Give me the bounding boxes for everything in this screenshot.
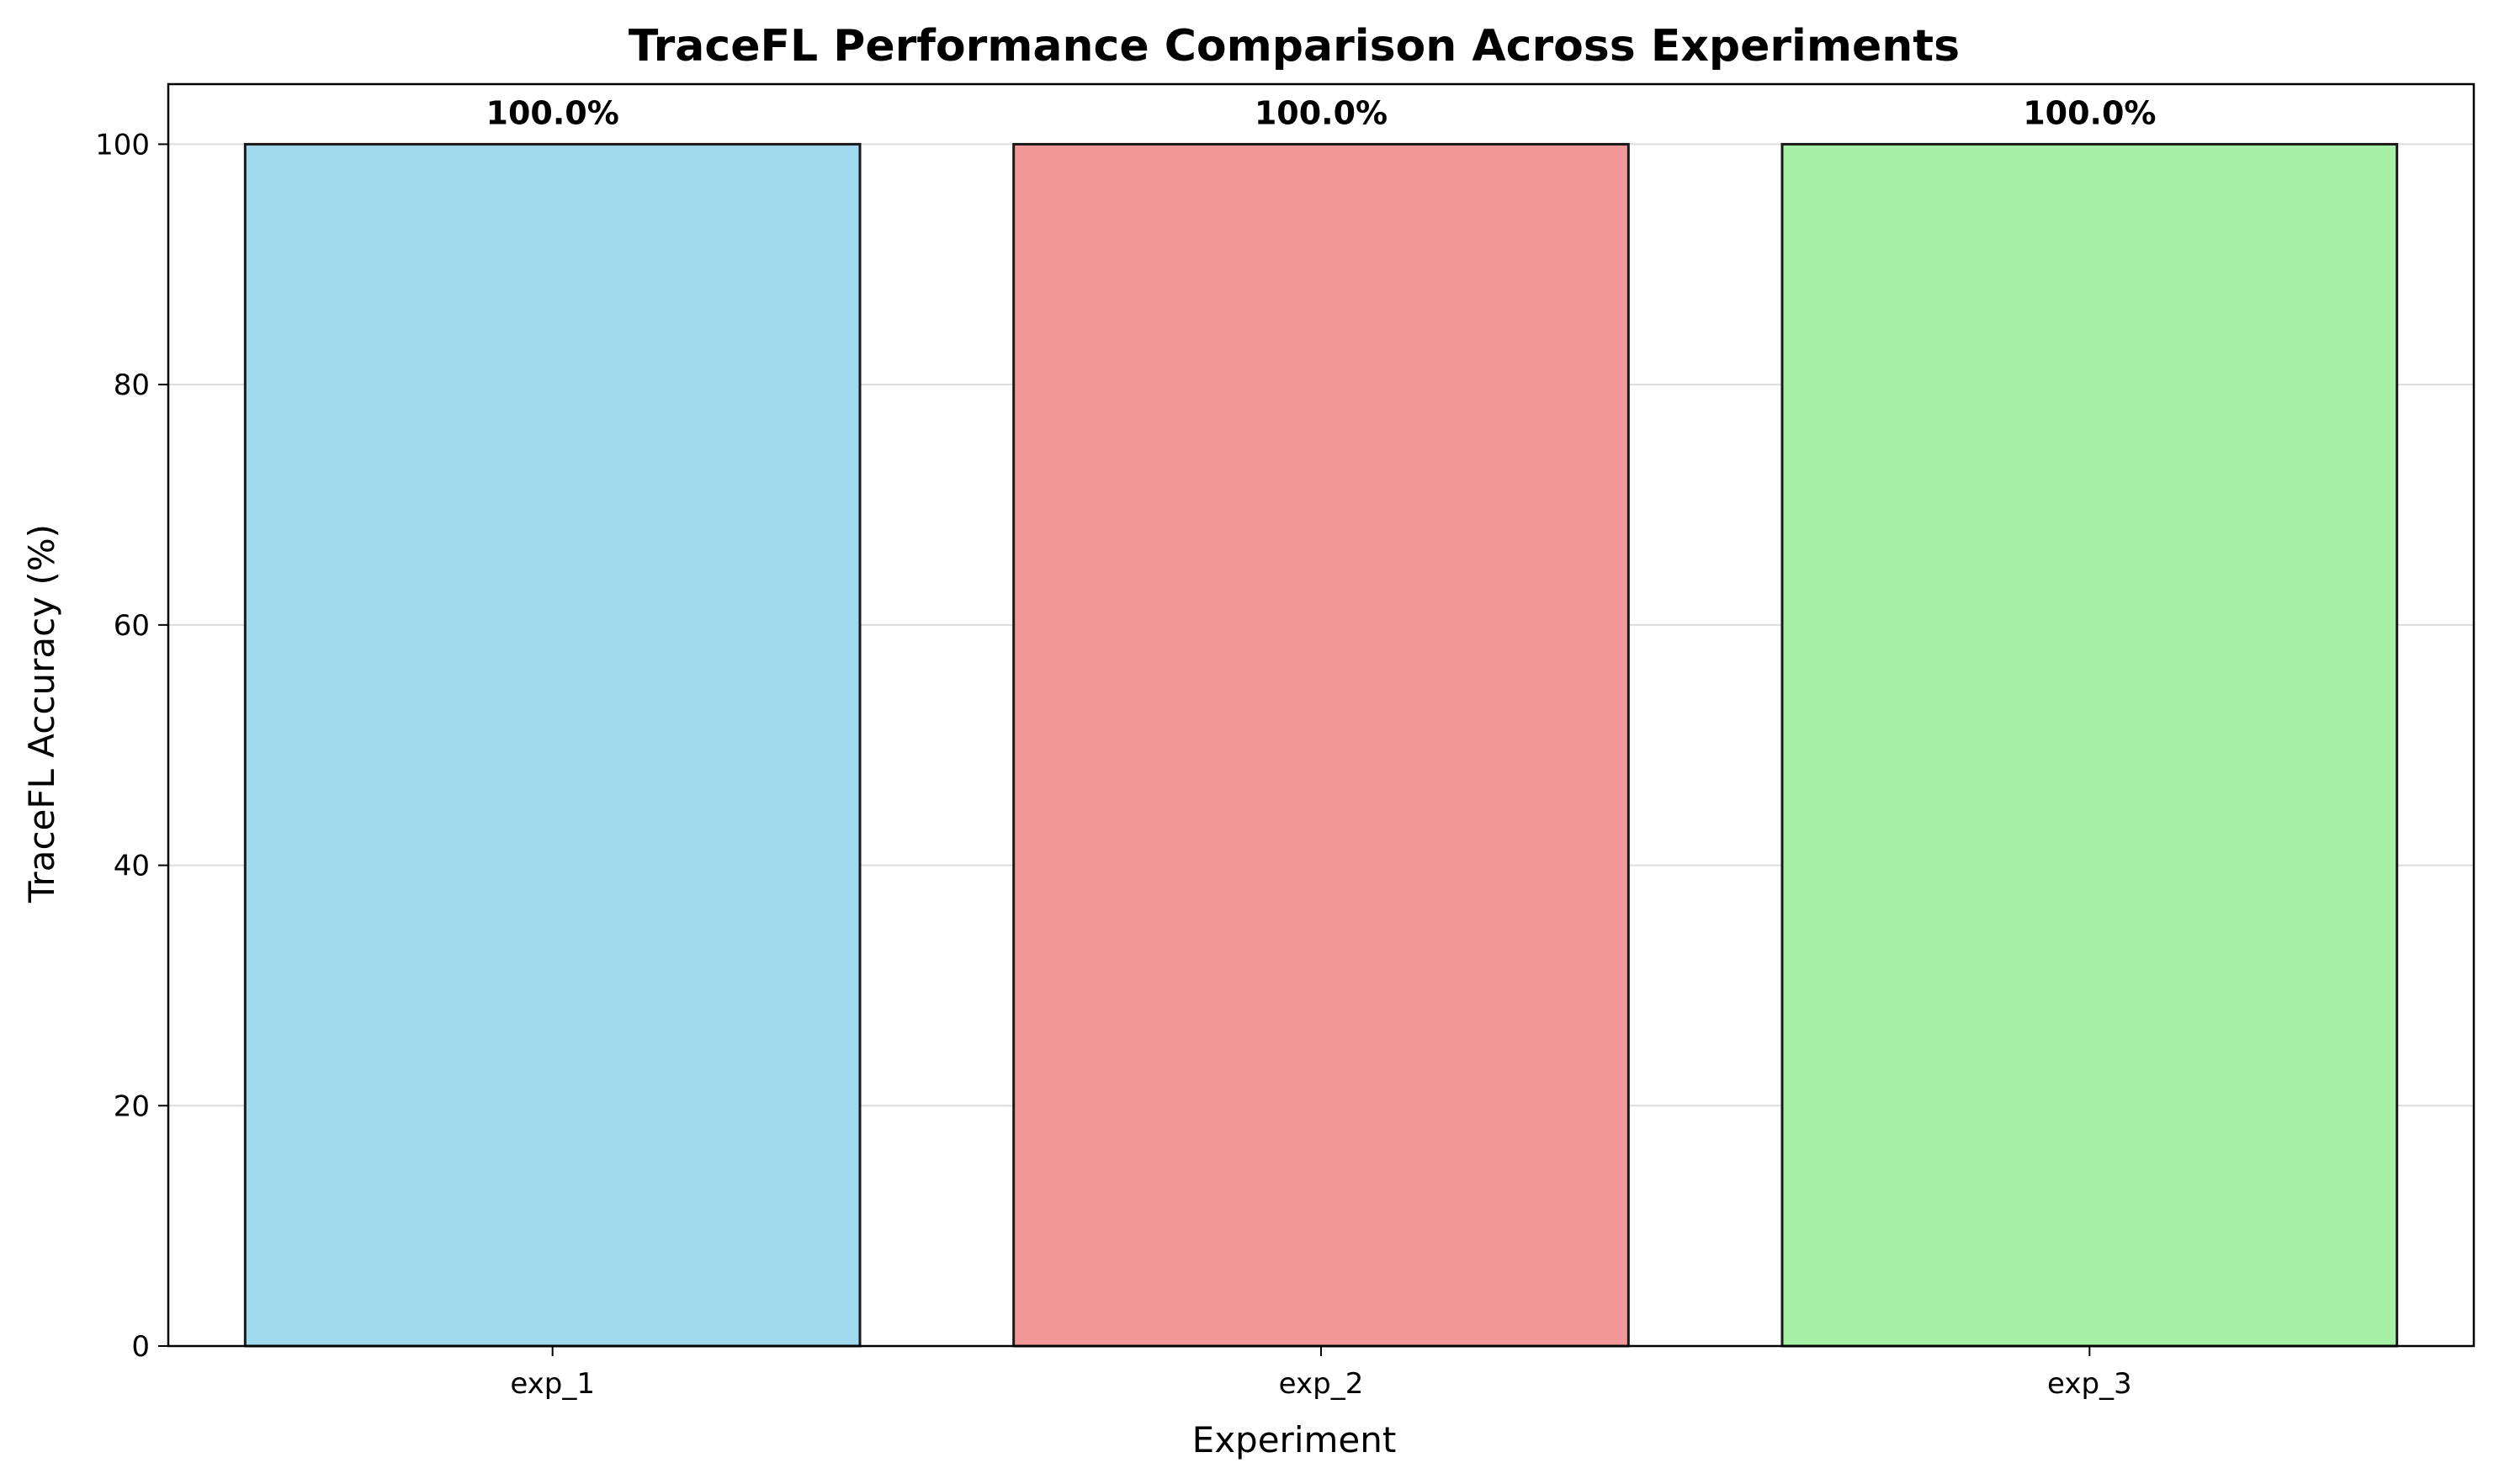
bar-exp_3 [1780, 142, 2399, 1348]
y-tick-label: 20 [114, 1089, 150, 1123]
x-axis-label: Experiment [1192, 1419, 1397, 1460]
y-tick-label: 100 [95, 128, 150, 162]
data-labels: 100.0% 100.0% 100.0% [486, 94, 2157, 131]
bars [243, 142, 2399, 1348]
bar-exp_2 [1012, 142, 1630, 1348]
y-tick-label: 40 [114, 850, 150, 883]
x-tick-label: exp_1 [510, 1367, 595, 1401]
x-axis-ticks: exp_1 exp_2 exp_3 [510, 1346, 2132, 1401]
data-label-exp_3: 100.0% [2023, 94, 2156, 131]
y-axis-label: TraceFL Accuracy (%) [21, 524, 62, 904]
data-label-exp_2: 100.0% [1255, 94, 1388, 131]
y-tick-label: 60 [114, 609, 150, 643]
y-tick-label: 80 [114, 368, 150, 402]
chart-title: TraceFL Performance Comparison Across Ex… [629, 21, 1960, 72]
y-tick-label: 0 [131, 1330, 150, 1364]
bar-exp_1 [243, 142, 862, 1348]
y-axis-ticks: 0 20 40 60 80 100 [95, 128, 168, 1364]
data-label-exp_1: 100.0% [486, 94, 619, 131]
x-tick-label: exp_2 [1279, 1367, 1364, 1401]
x-tick-label: exp_3 [2047, 1367, 2132, 1401]
